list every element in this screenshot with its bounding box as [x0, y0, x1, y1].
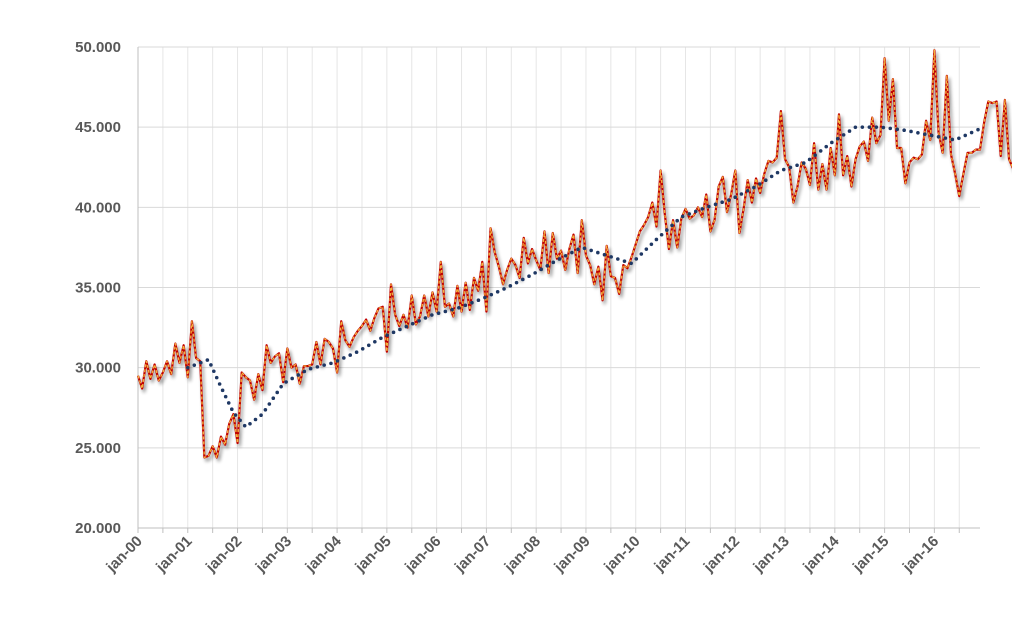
- x-tick-label: jan-02: [202, 533, 245, 576]
- x-tick-label: jan-08: [501, 533, 544, 576]
- series-line-dashed: [137, 49, 1012, 459]
- y-axis-ticks: 20.000 25.000 30.000 35.000 40.000 45.000 50.0…: [75, 39, 121, 537]
- y-tick-label: 20.000: [75, 520, 121, 537]
- y-tick-label: 40.000: [75, 199, 121, 216]
- x-tick-label: jan-00: [102, 533, 145, 576]
- x-tick-label: jan-04: [302, 532, 346, 576]
- axes: [137, 47, 980, 533]
- x-tick-label: jan-15: [849, 533, 892, 576]
- series-line-dotted: [185, 125, 982, 429]
- x-tick-label: jan-03: [252, 533, 295, 576]
- y-tick-label: 50.000: [75, 39, 121, 56]
- x-tick-label: jan-06: [401, 533, 444, 576]
- x-tick-label: jan-12: [700, 533, 743, 576]
- x-axis-ticks: jan-00 jan-01 jan-02 jan-03 jan-04 jan-05 jan-…: [102, 532, 942, 576]
- x-tick-label: jan-07: [451, 533, 494, 576]
- y-tick-label: 35.000: [75, 280, 121, 297]
- series-group: [136, 49, 1012, 459]
- x-tick-label: jan-09: [550, 533, 593, 576]
- x-tick-label: jan-01: [152, 533, 195, 576]
- x-tick-label: jan-05: [351, 533, 394, 576]
- x-tick-label: jan-11: [651, 533, 694, 576]
- x-tick-label: jan-14: [799, 532, 843, 576]
- x-tick-label: jan-13: [749, 533, 792, 576]
- y-tick-label: 30.000: [75, 360, 121, 377]
- y-tick-label: 25.000: [75, 440, 121, 457]
- x-tick-label: jan-16: [899, 533, 942, 576]
- grid-lines: [137, 46, 980, 529]
- y-tick-label: 45.000: [75, 119, 121, 136]
- x-tick-label: jan-10: [600, 533, 643, 576]
